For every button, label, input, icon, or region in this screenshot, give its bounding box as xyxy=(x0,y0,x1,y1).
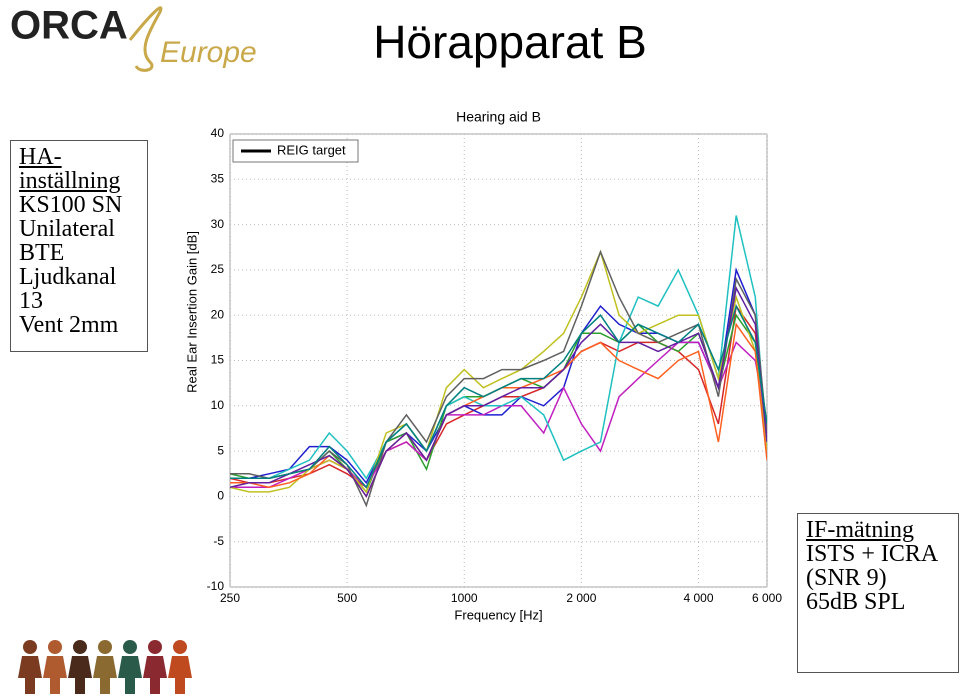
settings-box: HA-inställning KS100 SN Unilateral BTE Ljud… xyxy=(10,140,148,352)
x-tick-label: 6 000 xyxy=(752,591,782,605)
series-line xyxy=(230,304,767,489)
x-tick-label: 1000 xyxy=(451,591,478,605)
series-line xyxy=(230,285,767,498)
legend-box xyxy=(232,139,359,163)
settings-heading: HA-inställning xyxy=(19,144,121,194)
y-tick-label: 40 xyxy=(211,126,225,140)
series-line xyxy=(230,215,767,480)
y-tick-label: 30 xyxy=(211,217,225,231)
logo-sub: Europe xyxy=(160,36,257,69)
x-tick-label: 500 xyxy=(337,591,357,605)
y-tick-label: 10 xyxy=(211,398,225,412)
series-line xyxy=(230,249,767,494)
y-tick-label: -10 xyxy=(207,579,225,593)
y-tick-label: 5 xyxy=(217,443,224,457)
logo-main: ORCA xyxy=(10,4,128,48)
series-line xyxy=(230,304,767,489)
x-axis-label: Frequency [Hz] xyxy=(454,607,542,622)
settings-line: Ljudkanal 13 xyxy=(19,264,117,314)
y-tick-label: -5 xyxy=(213,534,224,548)
y-tick-label: 25 xyxy=(211,262,225,276)
measurement-line: 65dB SPL xyxy=(806,589,906,615)
slide-title: Hörapparat B xyxy=(373,16,647,68)
series-line xyxy=(230,322,767,498)
legend-label: REIG target xyxy=(277,142,346,157)
measurement-heading: IF-mätning xyxy=(806,517,914,543)
settings-line: BTE xyxy=(19,240,65,266)
settings-line: KS100 SN xyxy=(19,192,123,218)
measurement-box: IF-mätning ISTS + ICRA (SNR 9) 65dB SPL xyxy=(797,513,959,673)
y-tick-label: 0 xyxy=(217,489,224,503)
x-tick-label: 4 000 xyxy=(683,591,713,605)
logo-swirl xyxy=(128,6,163,72)
measurement-line: (SNR 9) xyxy=(806,565,887,591)
settings-line: Vent 2mm xyxy=(19,312,119,338)
series-line xyxy=(230,249,767,508)
y-tick-label: 35 xyxy=(211,171,225,185)
x-tick-label: 2 000 xyxy=(566,591,596,605)
people-icons xyxy=(18,640,192,694)
y-axis-label: Real Ear Insertion Gain [dB] xyxy=(184,231,199,393)
settings-line: Unilateral xyxy=(19,216,115,242)
measurement-line: ISTS + ICRA xyxy=(806,541,939,567)
chart-title: Hearing aid B xyxy=(456,109,541,125)
y-tick-label: 20 xyxy=(211,307,225,321)
x-tick-label: 250 xyxy=(220,591,240,605)
y-tick-label: 15 xyxy=(211,353,225,367)
